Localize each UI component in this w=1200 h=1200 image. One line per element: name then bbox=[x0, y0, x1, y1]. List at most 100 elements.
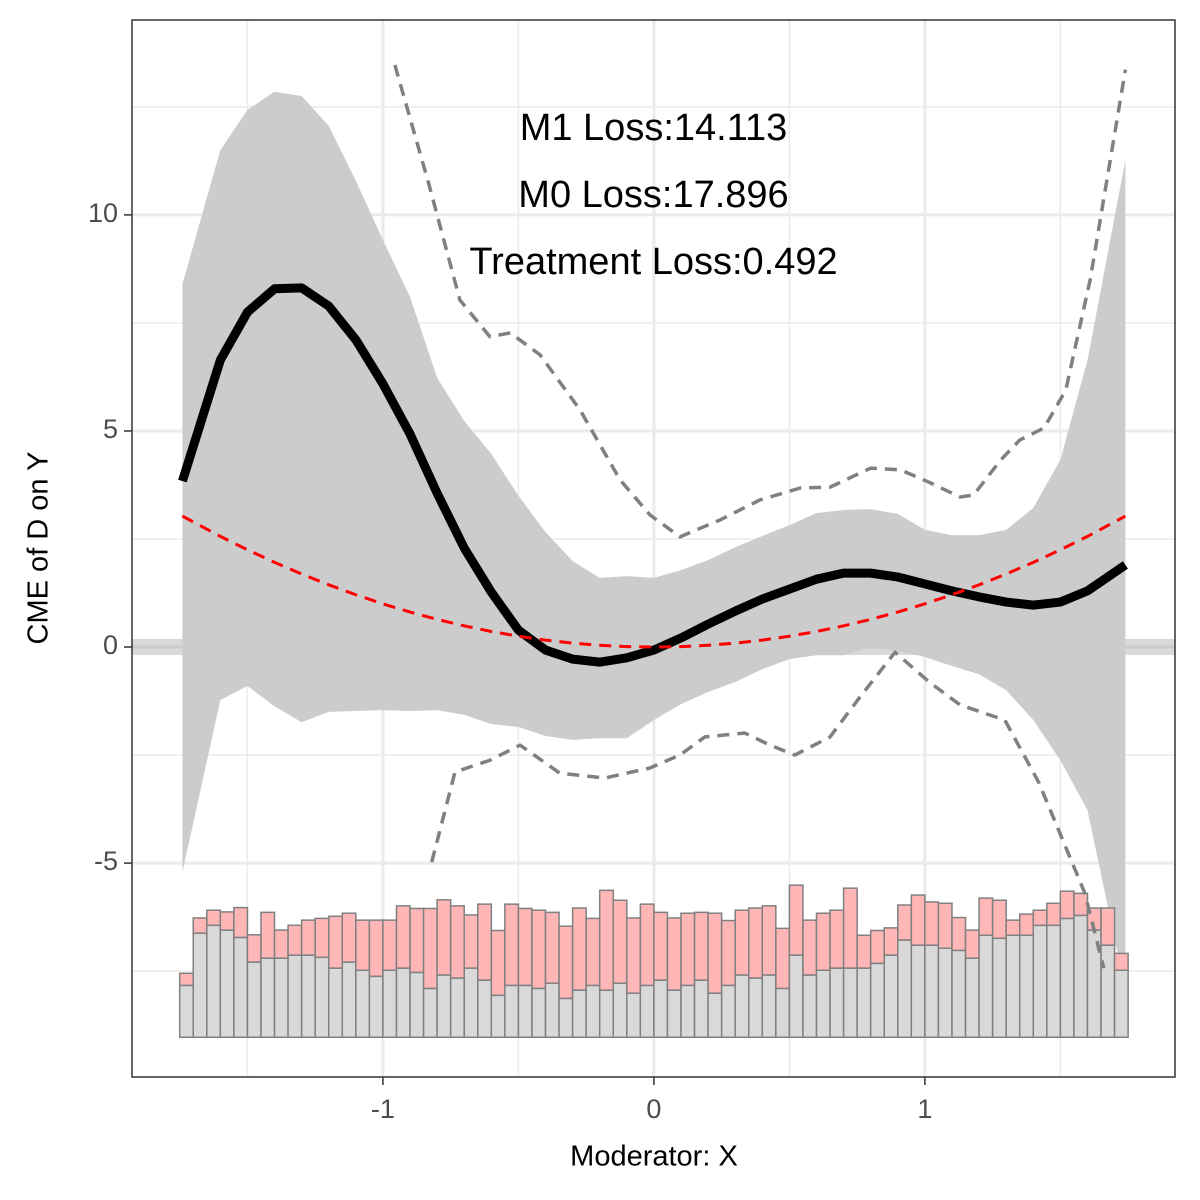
histogram-bar bbox=[869, 962, 885, 1038]
histogram-bar bbox=[897, 904, 913, 941]
histogram-bar bbox=[544, 982, 560, 1038]
histogram-bar bbox=[842, 967, 858, 1038]
histogram-bar bbox=[1100, 944, 1116, 1038]
histogram-bar bbox=[273, 957, 289, 1038]
histogram-bar bbox=[531, 987, 547, 1038]
histogram-bar bbox=[178, 972, 194, 987]
histogram-bar bbox=[666, 917, 682, 991]
histogram-bar bbox=[233, 936, 249, 1038]
annotation: M0 Loss:17.896 bbox=[518, 174, 788, 216]
y-tick-label: 5 bbox=[103, 414, 118, 444]
histogram-bar bbox=[531, 909, 547, 990]
histogram-bar bbox=[1073, 892, 1089, 917]
histogram-bar bbox=[626, 992, 642, 1038]
annotation: Treatment Loss:0.492 bbox=[469, 241, 837, 283]
histogram-bar bbox=[991, 937, 1007, 1038]
histogram-bar bbox=[206, 924, 222, 1038]
histogram-bar bbox=[1018, 913, 1035, 937]
histogram-bar bbox=[395, 905, 411, 969]
histogram-bar bbox=[856, 934, 872, 969]
histogram-bar bbox=[761, 905, 777, 976]
histogram-bar bbox=[395, 967, 411, 1038]
x-tick-label: 0 bbox=[646, 1094, 661, 1124]
histogram-bar bbox=[422, 987, 438, 1038]
histogram-bar bbox=[720, 919, 736, 987]
histogram-bar bbox=[612, 982, 628, 1038]
histogram-bar bbox=[355, 919, 371, 972]
histogram-bar bbox=[246, 934, 262, 963]
histogram-bar bbox=[680, 912, 696, 987]
histogram-bar bbox=[355, 969, 371, 1038]
histogram-bar bbox=[1113, 969, 1129, 1038]
histogram-bar bbox=[1032, 909, 1048, 927]
histogram-bar bbox=[558, 925, 574, 1000]
histogram-bar bbox=[747, 907, 764, 979]
histogram-bar bbox=[937, 947, 953, 1038]
histogram-bar bbox=[422, 907, 438, 990]
histogram-bar bbox=[477, 979, 493, 1038]
histogram-bar bbox=[571, 989, 587, 1038]
histogram-bar bbox=[978, 934, 994, 1038]
histogram-bar bbox=[639, 903, 655, 987]
histogram-bar bbox=[219, 911, 235, 931]
histogram-bar bbox=[192, 932, 208, 1038]
annotation: M1 Loss:14.113 bbox=[520, 107, 788, 149]
histogram-bar bbox=[246, 961, 262, 1038]
histogram-bar bbox=[327, 915, 344, 969]
histogram-bar bbox=[1113, 952, 1129, 972]
x-tick-label: -1 bbox=[371, 1094, 395, 1124]
histogram-bar bbox=[991, 899, 1007, 940]
histogram-bar bbox=[598, 989, 615, 1038]
histogram-bar bbox=[910, 944, 926, 1038]
histogram-bar bbox=[517, 984, 533, 1038]
histogram-bar bbox=[829, 967, 845, 1038]
histogram-bar bbox=[1059, 890, 1075, 920]
y-axis-title: CME of D on Y bbox=[23, 452, 55, 645]
histogram-bar bbox=[585, 984, 601, 1038]
histogram-bar bbox=[1018, 934, 1035, 1038]
histogram-bar bbox=[856, 967, 872, 1038]
histogram-bar bbox=[571, 907, 587, 991]
histogram-bar bbox=[910, 894, 926, 946]
histogram-bar bbox=[1046, 924, 1062, 1038]
histogram-bar bbox=[964, 929, 980, 959]
histogram-bar bbox=[653, 979, 669, 1038]
histogram-bar bbox=[1046, 902, 1062, 927]
histogram-bar bbox=[178, 984, 194, 1038]
histogram-bar bbox=[883, 927, 899, 956]
histogram-bar bbox=[951, 949, 967, 1038]
histogram-bar bbox=[1059, 917, 1075, 1038]
panel-border bbox=[131, 19, 1176, 1078]
x-axis-title: Moderator: X bbox=[570, 1141, 738, 1173]
histogram-bar bbox=[734, 974, 750, 1038]
histogram-bar bbox=[233, 906, 249, 939]
histogram-bar bbox=[517, 907, 533, 987]
histogram-bar bbox=[436, 899, 452, 976]
histogram-bar bbox=[1100, 907, 1116, 946]
histogram-bar bbox=[327, 967, 344, 1038]
histogram-bar bbox=[287, 954, 303, 1038]
histogram-bar bbox=[775, 927, 791, 990]
histogram-bar bbox=[192, 917, 208, 934]
histogram-bar bbox=[382, 969, 398, 1038]
histogram-bar bbox=[666, 989, 682, 1038]
histogram-bar bbox=[680, 984, 696, 1038]
confidence-band bbox=[182, 91, 1126, 991]
histogram-bar bbox=[558, 997, 574, 1038]
histogram-bar bbox=[734, 909, 750, 976]
histogram-bar bbox=[300, 954, 316, 1038]
x-tick-label: 1 bbox=[917, 1094, 932, 1124]
histogram-bar bbox=[869, 929, 885, 965]
histogram-bar bbox=[368, 919, 384, 978]
histogram-bar bbox=[815, 969, 831, 1038]
histogram-bar bbox=[842, 887, 858, 969]
histogram-bar bbox=[409, 907, 425, 974]
y-tick-label: 10 bbox=[88, 198, 118, 228]
histogram-bar bbox=[260, 957, 276, 1038]
histogram-bar bbox=[612, 899, 628, 984]
histogram-bar bbox=[436, 974, 452, 1038]
histogram-bar bbox=[693, 911, 709, 981]
histogram-bar bbox=[707, 992, 723, 1038]
histogram-bar bbox=[720, 984, 736, 1038]
